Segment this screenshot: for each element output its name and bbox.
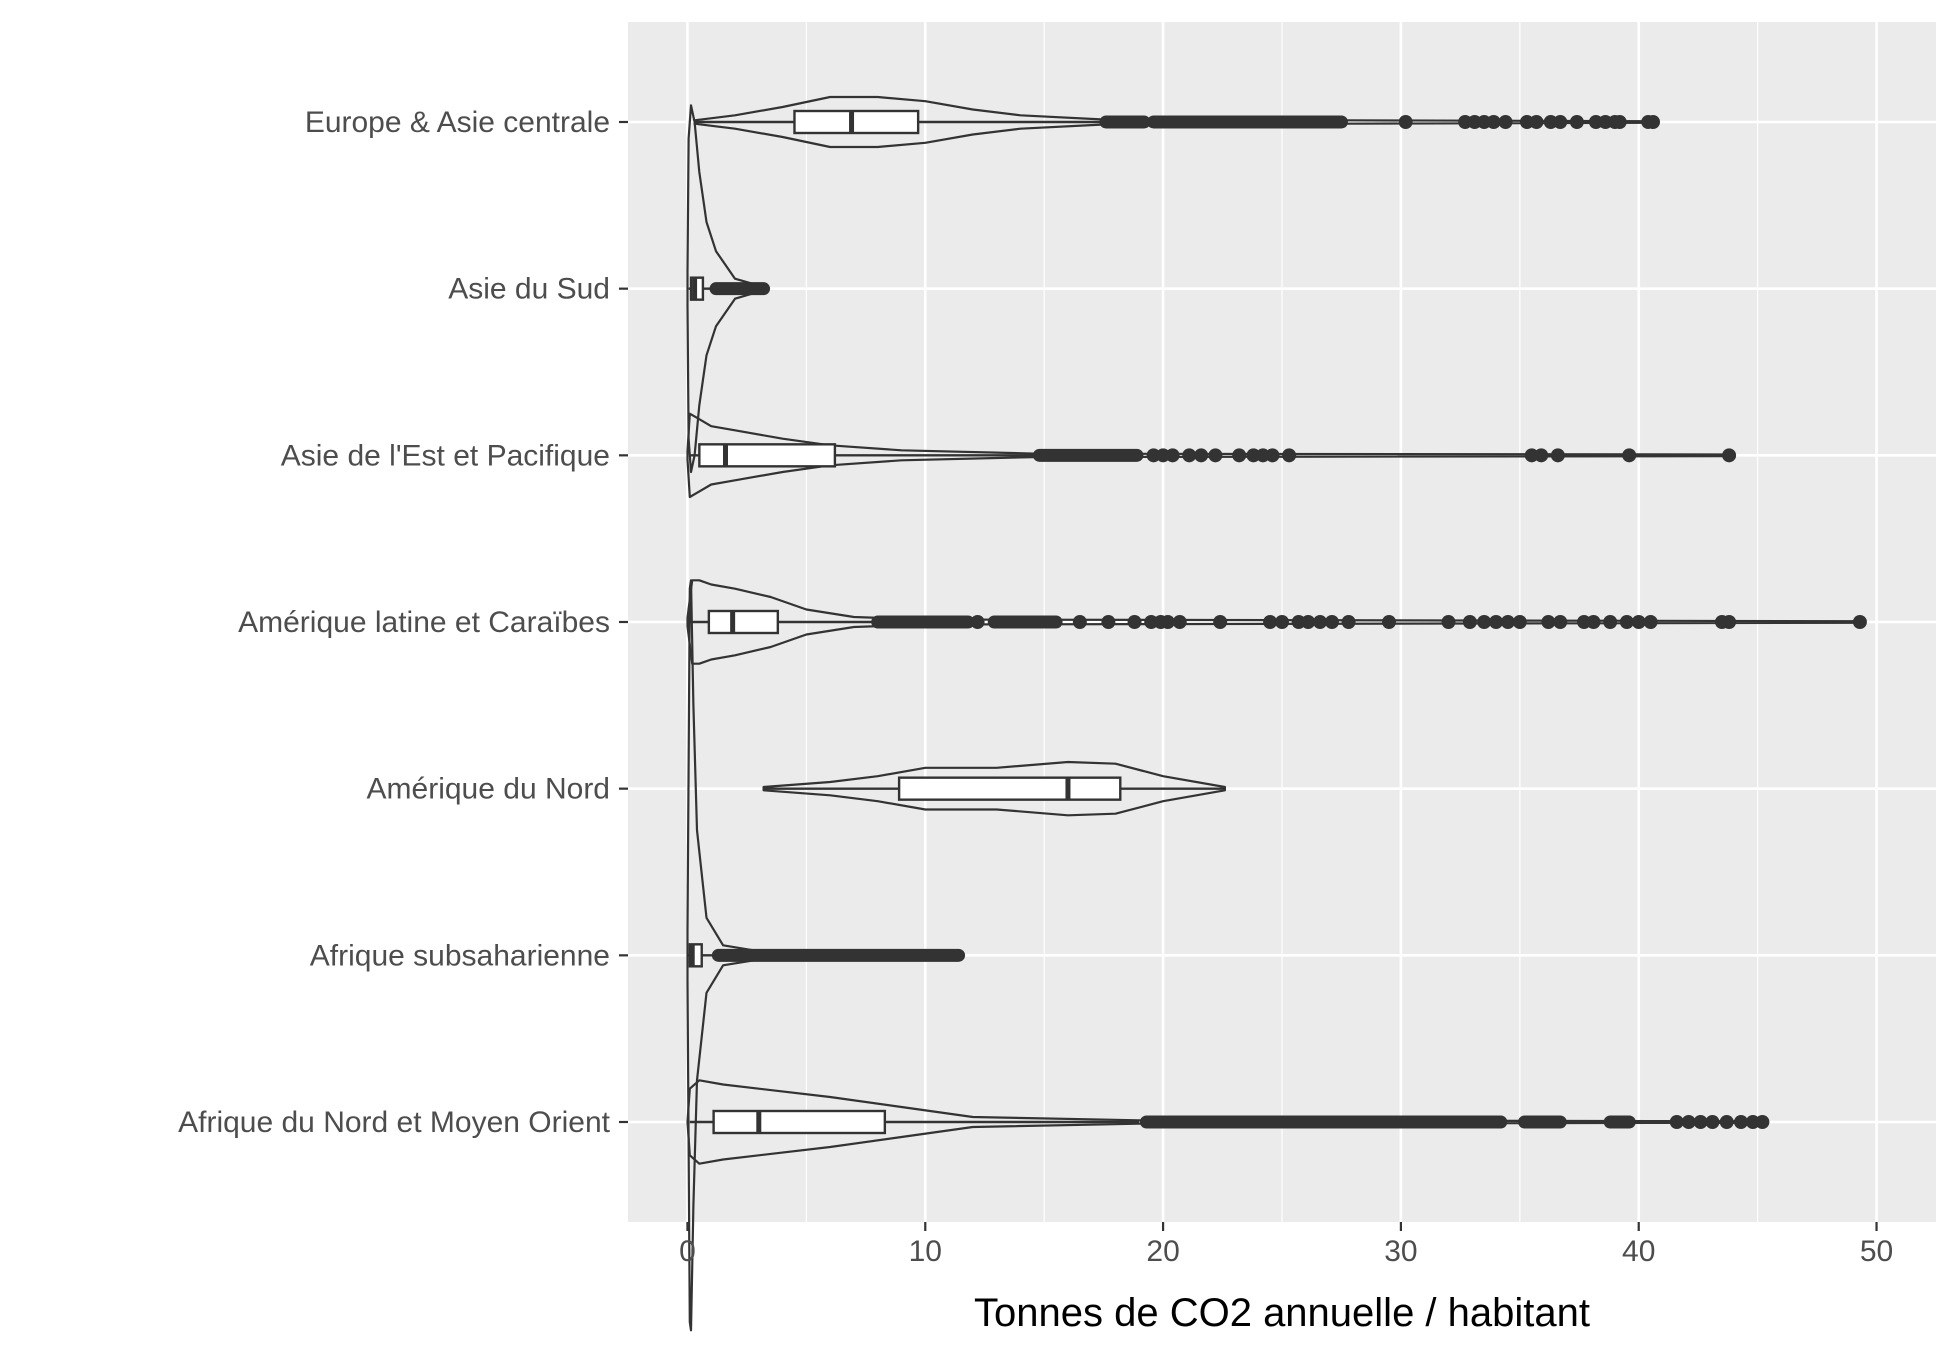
outlier-point-europe-asie-centrale <box>1529 115 1544 129</box>
outlier-point-europe-asie-centrale <box>1645 115 1660 129</box>
outlier-point-asie-de-l-est-et-pacifique <box>1208 448 1223 463</box>
outlier-point-afrique-du-nord-et-moyen-orient <box>1733 1115 1748 1129</box>
outlier-point-asie-de-l-est-et-pacifique <box>1232 448 1247 463</box>
outlier-point-asie-de-l-est-et-pacifique <box>1282 448 1297 463</box>
box-amerique-latine-et-caraibes <box>707 609 780 635</box>
outlier-point-amerique-latine-et-caraibes <box>1072 615 1087 629</box>
axes: Afrique du Nord et Moyen Orient Afrique s… <box>178 106 1893 1268</box>
y-tick-label: Asie du Sud <box>448 273 610 306</box>
outlier-point-amerique-latine-et-caraibes <box>1722 615 1737 629</box>
y-tick-label: Amérique latine et Caraïbes <box>238 606 610 639</box>
outlier-point-europe-asie-centrale <box>1498 115 1513 129</box>
outlier-point-amerique-latine-et-caraibes <box>1313 615 1328 629</box>
outlier-point-europe-asie-centrale <box>1569 115 1584 129</box>
outlier-point-afrique-du-nord-et-moyen-orient <box>1705 1115 1720 1129</box>
outlier-point-amerique-latine-et-caraibes <box>1341 615 1356 629</box>
outlier-point-afrique-du-nord-et-moyen-orient <box>1693 1115 1708 1129</box>
outlier-point-amerique-latine-et-caraibes <box>1462 615 1477 629</box>
outlier-point-amerique-latine-et-caraibes <box>1324 615 1339 629</box>
outlier-point-afrique-du-nord-et-moyen-orient <box>1669 1115 1684 1129</box>
x-tick-label: 10 <box>909 1235 942 1268</box>
x-tick-label: 50 <box>1860 1235 1893 1268</box>
outlier-point-amerique-latine-et-caraibes <box>1127 615 1142 629</box>
outlier-point-asie-de-l-est-et-pacifique <box>1194 448 1209 463</box>
y-tick-label: Europe & Asie centrale <box>305 106 610 139</box>
x-tick-label: 20 <box>1146 1235 1179 1268</box>
outlier-point-asie-de-l-est-et-pacifique <box>1550 448 1565 463</box>
x-axis-title: Tonnes de CO2 annuelle / habitant <box>974 1291 1590 1335</box>
outlier-point-amerique-latine-et-caraibes <box>1160 615 1175 629</box>
outlier-point-amerique-latine-et-caraibes <box>1643 615 1658 629</box>
outlier-point-amerique-latine-et-caraibes <box>1172 615 1187 629</box>
outlier-point-asie-de-l-est-et-pacifique <box>1534 448 1549 463</box>
box-afrique-du-nord-et-moyen-orient <box>712 1109 887 1135</box>
outlier-point-amerique-latine-et-caraibes <box>1263 615 1278 629</box>
outlier-point-amerique-latine-et-caraibes <box>1603 615 1618 629</box>
outlier-point-amerique-latine-et-caraibes <box>1301 615 1316 629</box>
outlier-point-amerique-latine-et-caraibes <box>1477 615 1492 629</box>
x-tick-label: 30 <box>1384 1235 1417 1268</box>
box-europe-asie-centrale <box>793 109 920 135</box>
y-tick-label: Amérique du Nord <box>367 773 610 806</box>
outlier-point-amerique-latine-et-caraibes <box>1553 615 1568 629</box>
outlier-point-amerique-latine-et-caraibes <box>1586 615 1601 629</box>
outlier-point-amerique-latine-et-caraibes <box>1213 615 1228 629</box>
box-asie-de-l-est-et-pacifique <box>698 443 837 468</box>
x-tick-label: 40 <box>1622 1235 1655 1268</box>
outlier-point-afrique-du-nord-et-moyen-orient <box>1681 1115 1696 1129</box>
outlier-point-amerique-latine-et-caraibes <box>1631 615 1646 629</box>
outlier-point-amerique-latine-et-caraibes <box>1382 615 1397 629</box>
outlier-point-europe-asie-centrale <box>1398 115 1413 129</box>
y-tick-label: Afrique du Nord et Moyen Orient <box>178 1106 611 1139</box>
y-tick-label: Asie de l'Est et Pacifique <box>281 439 610 472</box>
outlier-point-amerique-latine-et-caraibes <box>1500 615 1515 629</box>
outlier-point-asie-de-l-est-et-pacifique <box>1165 448 1180 463</box>
outlier-point-amerique-latine-et-caraibes <box>1852 615 1867 629</box>
x-tick-label: 0 <box>679 1235 696 1268</box>
outlier-point-afrique-du-nord-et-moyen-orient <box>1719 1115 1734 1129</box>
outlier-point-amerique-latine-et-caraibes <box>1619 615 1634 629</box>
outlier-point-amerique-latine-et-caraibes <box>1441 615 1456 629</box>
y-tick-label: Afrique subsaharienne <box>310 939 610 972</box>
outlier-point-amerique-latine-et-caraibes <box>1101 615 1116 629</box>
outlier-point-amerique-latine-et-caraibes <box>1489 615 1504 629</box>
outlier-point-amerique-latine-et-caraibes <box>1275 615 1289 629</box>
outlier-point-amerique-latine-et-caraibes <box>1541 615 1556 629</box>
outlier-point-amerique-latine-et-caraibes <box>970 615 985 629</box>
outlier-point-amerique-latine-et-caraibes <box>1512 615 1527 629</box>
outlier-point-asie-de-l-est-et-pacifique <box>1265 448 1280 463</box>
outlier-point-asie-de-l-est-et-pacifique <box>1622 448 1637 463</box>
violin-amerique-du-nord <box>762 760 1226 817</box>
outlier-point-afrique-du-nord-et-moyen-orient <box>1755 1115 1770 1129</box>
outlier-point-europe-asie-centrale <box>1612 115 1627 129</box>
plot-marks <box>686 95 1867 1332</box>
outlier-point-europe-asie-centrale <box>1553 115 1568 129</box>
box-amerique-du-nord <box>897 776 1122 801</box>
outlier-point-europe-asie-centrale <box>1486 115 1501 129</box>
outlier-point-asie-de-l-est-et-pacifique <box>1182 448 1197 463</box>
outlier-point-asie-de-l-est-et-pacifique <box>1722 448 1737 463</box>
